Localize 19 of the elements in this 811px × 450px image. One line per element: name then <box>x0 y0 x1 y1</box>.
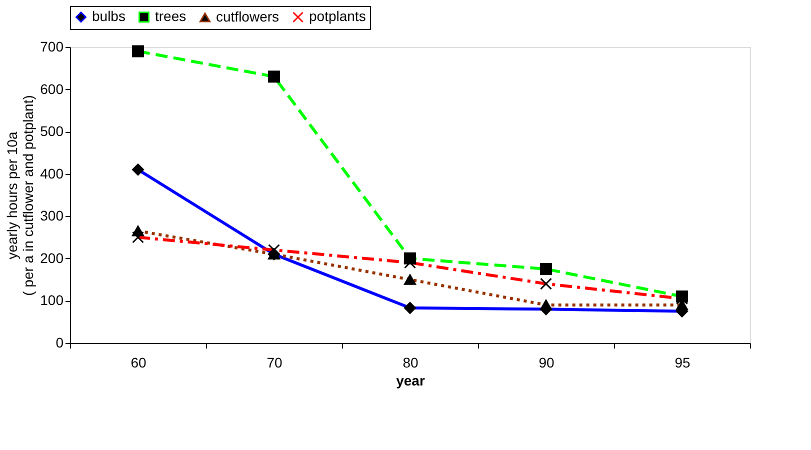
legend-label: potplants <box>309 8 366 24</box>
y-tick-label: 700 <box>40 38 64 54</box>
x-tick-label: 60 <box>130 354 146 370</box>
y-tick-label: 500 <box>40 123 64 140</box>
legend-label: cutflowers <box>216 8 280 24</box>
legend-label: bulbs <box>92 8 126 24</box>
x-tick-label: 95 <box>674 354 690 370</box>
y-axis-title: yearly hours per 10a ( per a in cutflower and potplant) <box>4 95 36 296</box>
x-tick-label: 80 <box>402 354 418 370</box>
y-tick-label: 0 <box>56 334 64 350</box>
y-tick-label: 200 <box>40 250 64 266</box>
y-tick-label: 600 <box>40 80 64 97</box>
y-tick-label: 300 <box>40 208 64 224</box>
x-tick-label: 90 <box>538 354 554 370</box>
x-axis-title: year <box>396 372 426 388</box>
y-tick-label: 100 <box>40 292 64 308</box>
y-tick-label: 400 <box>40 165 64 182</box>
x-tick-label: 70 <box>266 354 282 370</box>
legend-label: trees <box>155 8 186 24</box>
